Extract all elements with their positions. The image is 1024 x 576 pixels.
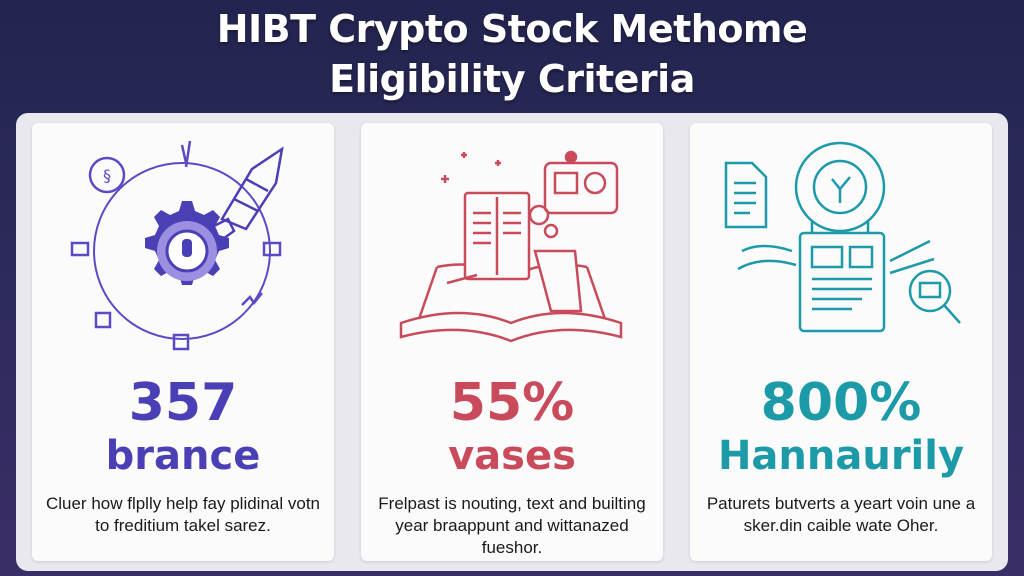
card-description: Cluer how flplly help fay plidinal votn …	[45, 494, 321, 535]
page-title: HIBT Crypto Stock Methome Eligibility Cr…	[0, 4, 1024, 104]
stat-word: brance	[105, 433, 261, 479]
title-line-2: Eligibility Criteria	[329, 57, 695, 101]
stat-number: 800%	[760, 373, 922, 433]
title-line-1: HIBT Crypto Stock Methome	[216, 7, 808, 51]
stat-word: Hannaurily	[717, 433, 965, 479]
open-book-document-icon	[399, 150, 623, 343]
card-description: Paturets butverts a yeart voin une a ske…	[706, 494, 976, 535]
svg-text:§: §	[103, 166, 111, 185]
document-checklist-icon	[724, 141, 961, 333]
card-3: 800% Hannaurily Paturets butverts a year…	[690, 123, 992, 561]
cards-panel: § 357 brance Cluer how flplly help fa	[16, 113, 1008, 571]
stat-number: 357	[128, 373, 238, 433]
card-2: 55% vases Frelpast is nouting, text and …	[361, 123, 663, 561]
card-description: Frelpast is nouting, text and builting y…	[378, 494, 646, 557]
stat-word: vases	[448, 433, 576, 479]
card-1: § 357 brance Cluer how flplly help fa	[32, 123, 334, 561]
stat-number: 55%	[449, 373, 575, 433]
gear-with-rocket-icon: §	[70, 140, 284, 351]
